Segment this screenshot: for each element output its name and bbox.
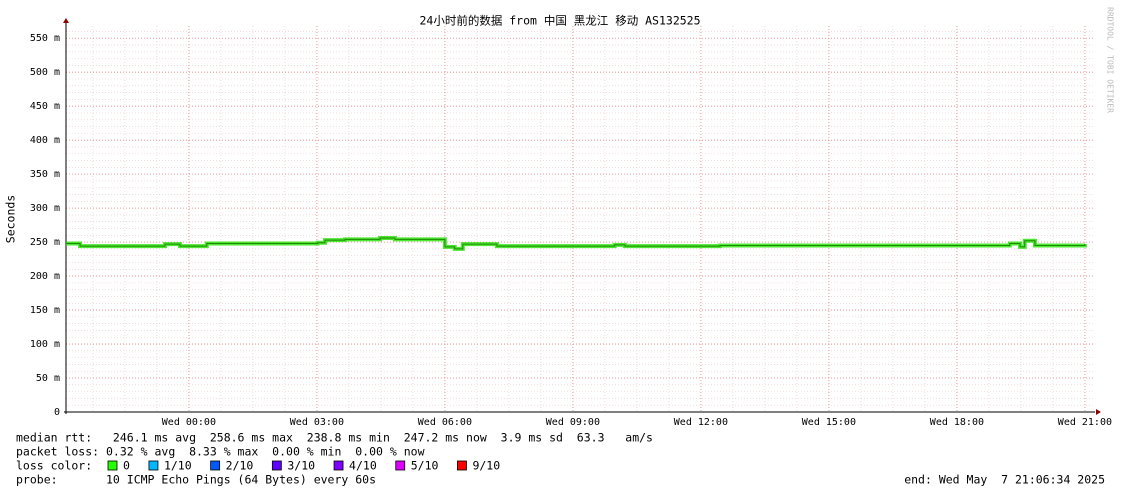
legend-swatch — [395, 460, 406, 471]
watermark: RRDTOOL / TOBI OETIKER — [1106, 7, 1115, 113]
y-tick-label: 450 m — [30, 101, 60, 112]
y-tick-label: 400 m — [30, 135, 60, 146]
y-tick-label: 250 m — [30, 237, 60, 248]
legend-label: 3/10 — [287, 459, 315, 473]
chart-title: 24小时前的数据 from 中国 黑龙江 移动 AS132525 — [419, 14, 700, 28]
axis-arrow — [63, 18, 69, 23]
x-tick-label: Wed 00:00 — [162, 417, 216, 428]
y-axis-label: Seconds — [4, 195, 18, 243]
legend-swatch — [107, 460, 118, 471]
y-tick-label: 550 m — [30, 33, 60, 44]
rtt-line — [66, 237, 1086, 250]
legend-swatch — [210, 460, 221, 471]
y-tick-label: 300 m — [30, 203, 60, 214]
x-tick-label: Wed 06:00 — [418, 417, 472, 428]
legend-swatch — [333, 460, 344, 471]
x-tick-label: Wed 21:00 — [1058, 417, 1112, 428]
legend-text: end: Wed May 7 21:06:34 2025 — [904, 473, 1105, 487]
y-tick-label: 350 m — [30, 169, 60, 180]
legend-label: 9/10 — [472, 459, 500, 473]
y-tick-label: 50 m — [36, 373, 60, 384]
x-tick-label: Wed 12:00 — [674, 417, 728, 428]
y-tick-label: 200 m — [30, 271, 60, 282]
x-tick-label: Wed 15:00 — [802, 417, 856, 428]
y-tick-label: 150 m — [30, 305, 60, 316]
legend-swatch — [271, 460, 282, 471]
legend-swatch — [148, 460, 159, 471]
legend-label: 0 — [123, 459, 130, 473]
legend-text: probe: 10 ICMP Echo Pings (64 Bytes) eve… — [16, 473, 376, 487]
legend-label: 4/10 — [349, 459, 377, 473]
legend-swatch — [457, 460, 467, 471]
y-tick-label: 500 m — [30, 67, 60, 78]
x-tick-label: Wed 18:00 — [930, 417, 984, 428]
legend-label: 2/10 — [226, 459, 254, 473]
y-tick-label: 0 — [54, 407, 60, 418]
x-tick-label: Wed 09:00 — [546, 417, 600, 428]
legend-text: median rtt: 246.1 ms avg 258.6 ms max 23… — [16, 431, 653, 445]
axis-arrow — [1096, 409, 1101, 415]
legend-text: loss color: — [16, 459, 92, 473]
y-tick-label: 100 m — [30, 339, 60, 350]
legend-label: 1/10 — [164, 459, 192, 473]
legend-text: packet loss: 0.32 % avg 8.33 % max 0.00 … — [16, 445, 425, 459]
legend-label: 5/10 — [411, 459, 439, 473]
x-tick-label: Wed 03:00 — [290, 417, 344, 428]
